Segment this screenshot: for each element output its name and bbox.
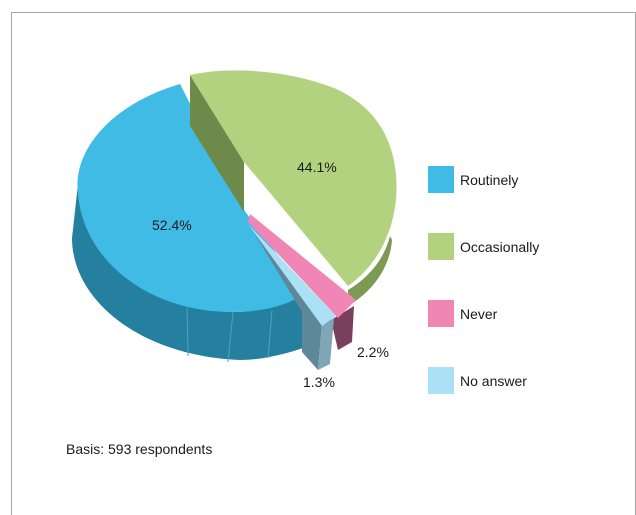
slice-occasionally: [190, 70, 397, 306]
slice-routinely-top: [77, 84, 306, 312]
slice-never-side: [331, 306, 354, 350]
value-label-no-answer: 1.3%: [303, 374, 335, 390]
legend-swatch-never: [428, 300, 454, 327]
slice-routinely-side: [72, 184, 306, 360]
legend: Routinely Occasionally Never No answer: [428, 166, 539, 394]
legend-swatch-no-answer: [428, 367, 454, 394]
slice-no-answer: [248, 224, 336, 370]
legend-swatch-occasionally: [428, 233, 454, 260]
slice-occasionally-top: [190, 70, 397, 287]
legend-swatch-routinely: [428, 166, 454, 193]
slice-routinely-ridges: [186, 302, 273, 363]
slice-occasionally-wall: [190, 75, 244, 212]
slice-no-answer-top: [248, 224, 336, 326]
slice-never-top: [248, 214, 356, 318]
slice-no-answer-wall: [250, 226, 322, 370]
legend-label-never: Never: [460, 306, 498, 322]
slice-occasionally-side: [348, 236, 392, 306]
value-label-never: 2.2%: [357, 344, 389, 360]
value-label-routinely: 52.4%: [152, 217, 192, 233]
slice-never: [248, 214, 356, 350]
legend-label-routinely: Routinely: [460, 172, 518, 188]
legend-label-occasionally: Occasionally: [460, 239, 539, 255]
slice-routinely: [72, 84, 306, 363]
legend-label-no-answer: No answer: [460, 373, 527, 389]
value-label-occasionally: 44.1%: [297, 159, 337, 175]
slice-no-answer-side: [318, 318, 334, 370]
footnote: Basis: 593 respondents: [66, 441, 213, 457]
